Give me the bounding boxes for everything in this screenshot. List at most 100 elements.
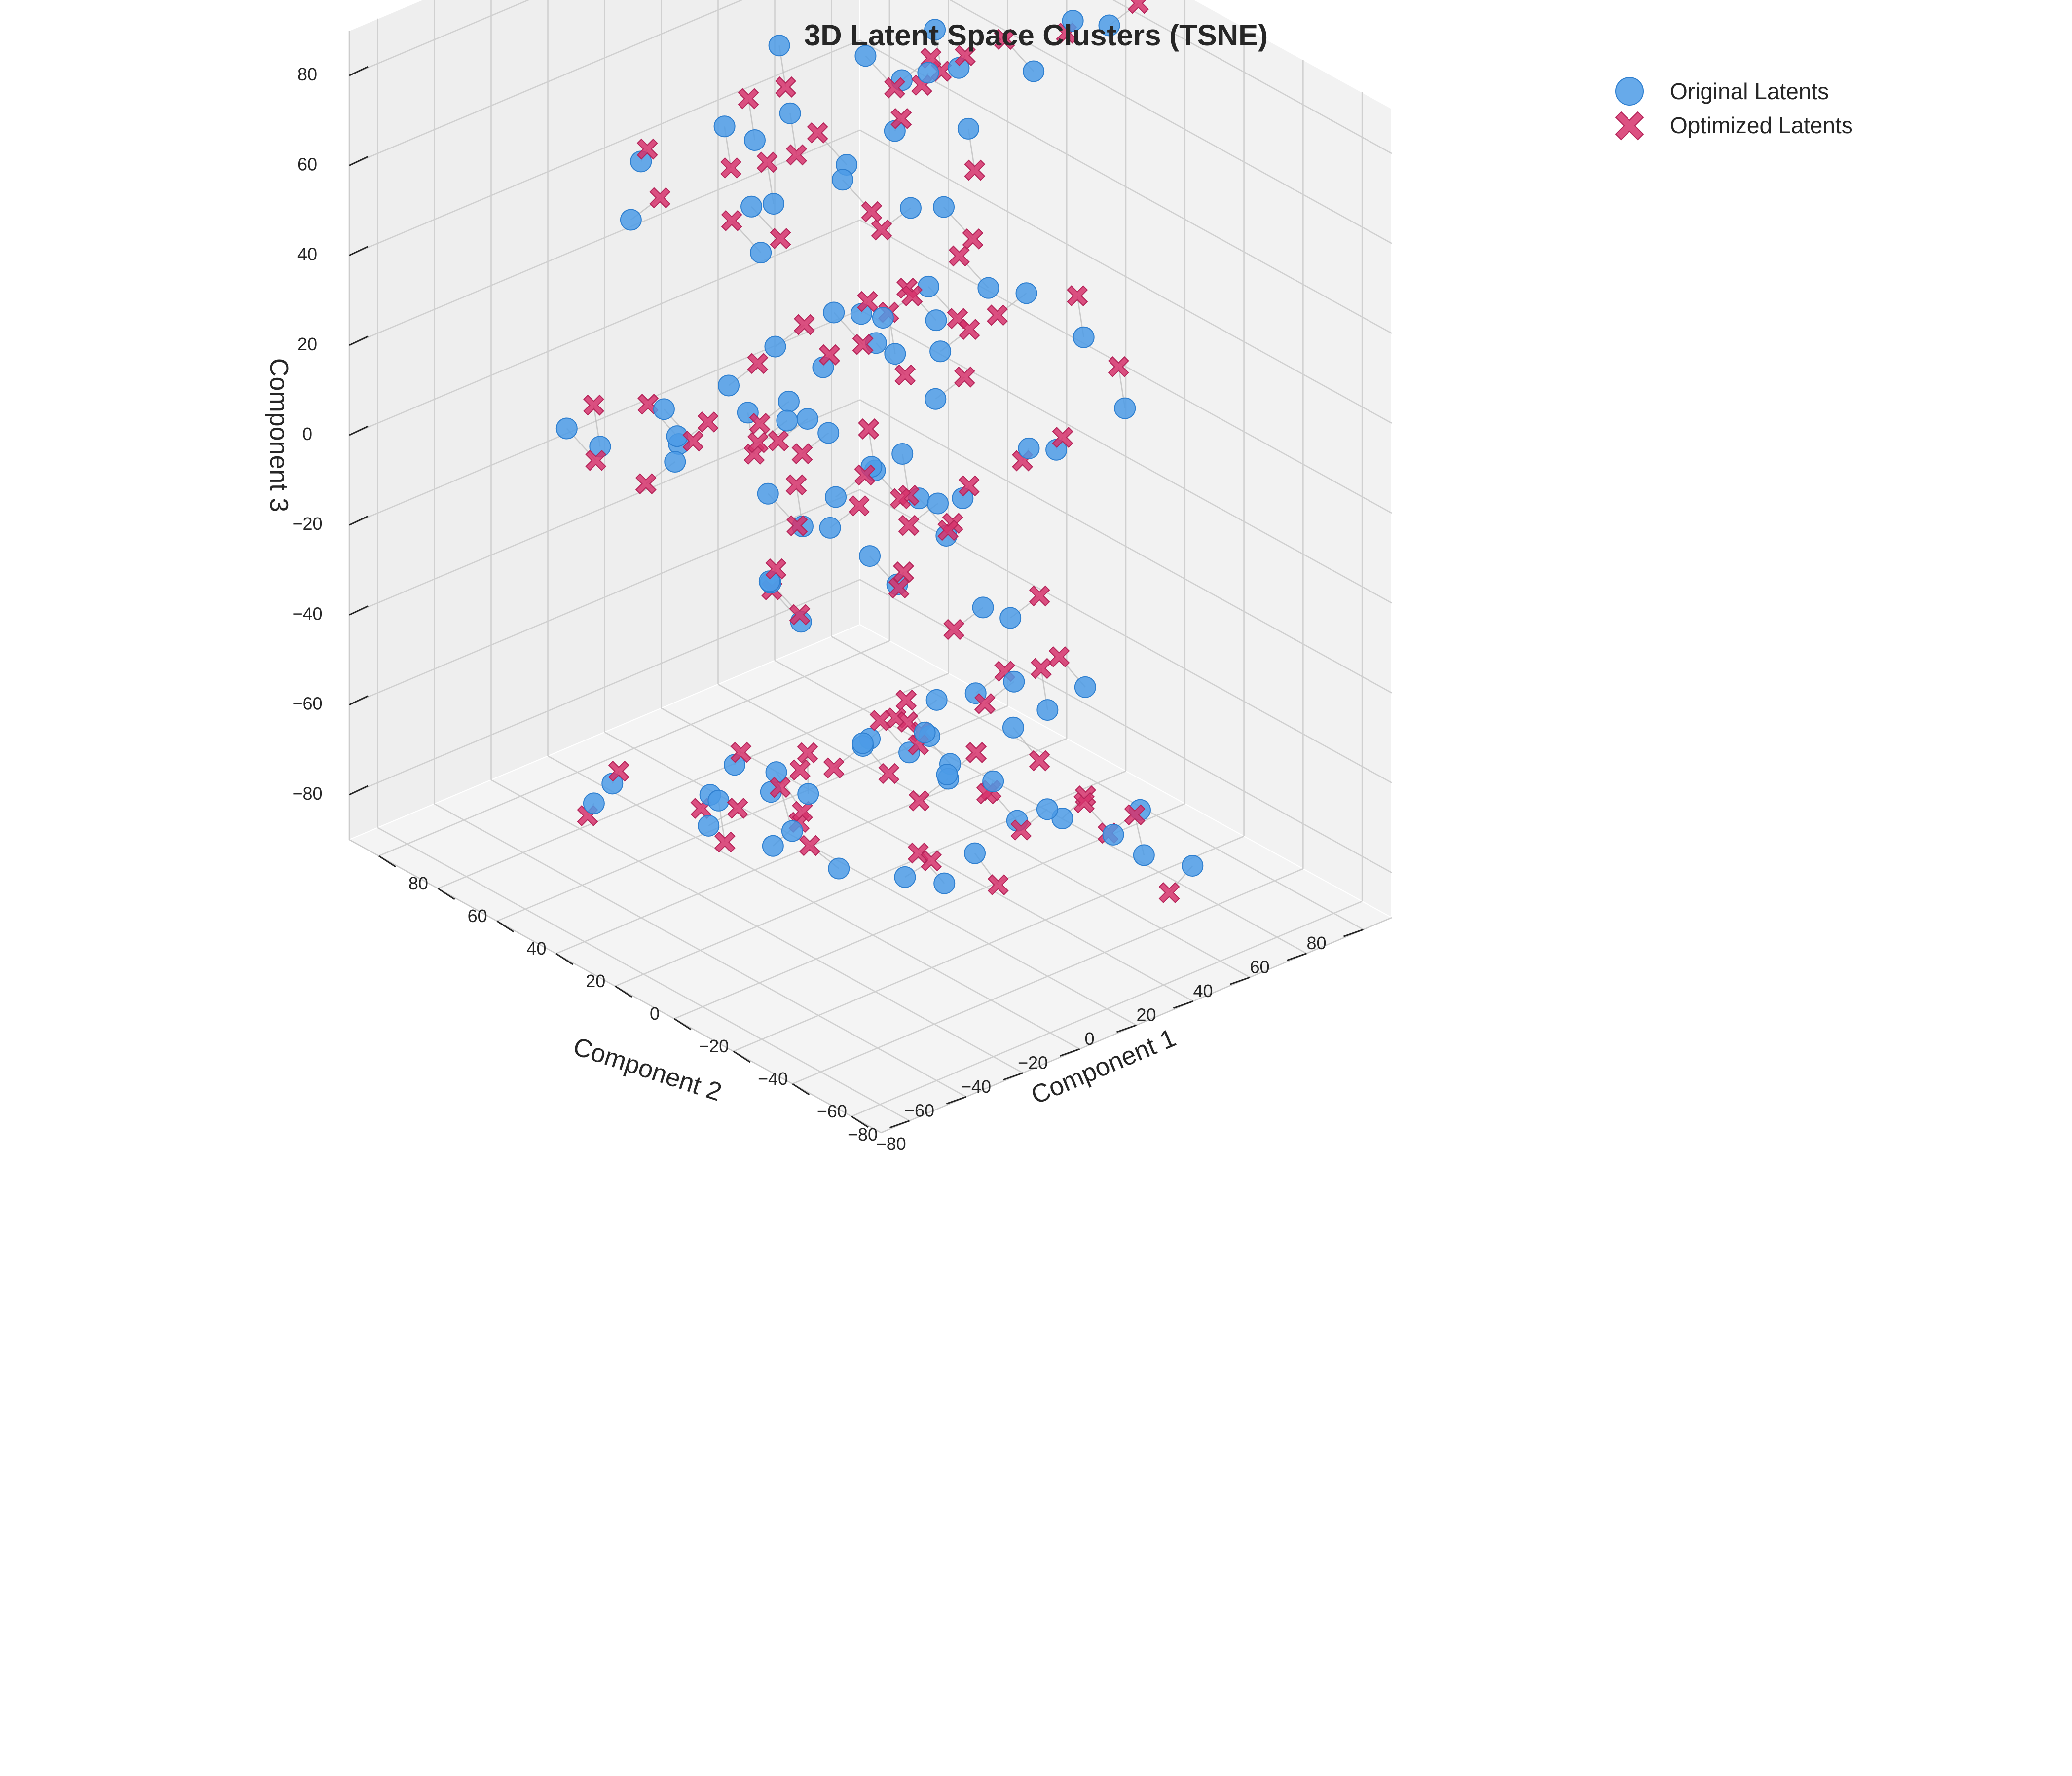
z-tick-label: −60 [292, 694, 322, 714]
z-tick-label: −80 [292, 783, 322, 804]
z-tick [349, 66, 369, 76]
optimized-latent-point [959, 319, 980, 340]
original-latent-point [854, 45, 877, 67]
optimized-latent-point [889, 488, 911, 510]
original-latent-point [872, 307, 894, 329]
original-latent-point [925, 388, 947, 410]
z-tick-label: −20 [292, 514, 322, 534]
legend-optimized-marker [1615, 111, 1644, 141]
optimized-latent-point [937, 519, 959, 541]
original-latent-point [1062, 10, 1084, 32]
optimized-latent-point [884, 77, 905, 99]
z-tick [349, 335, 369, 346]
y-tick-label: −20 [699, 1036, 729, 1056]
original-latent-point [718, 374, 740, 397]
original-latent-point [1102, 823, 1124, 846]
optimized-latent-point [799, 835, 820, 856]
x-tick-label: −40 [961, 1076, 991, 1097]
original-latent-point [776, 409, 798, 432]
optimized-latent-point [1029, 750, 1050, 772]
optimized-latent-point [1073, 792, 1095, 814]
legend-original-marker [1615, 77, 1644, 106]
optimized-latent-point [649, 187, 671, 209]
original-latent-point [764, 335, 786, 358]
original-latent-point [779, 102, 801, 124]
original-latent-point [740, 195, 763, 218]
z-tick-label: 60 [297, 154, 317, 174]
optimized-latent-point [793, 314, 815, 335]
original-latent-point [1018, 437, 1040, 459]
original-latent-point [977, 277, 999, 299]
z-tick-label: 0 [302, 424, 312, 444]
y-tick-label: 20 [586, 971, 605, 991]
legend: Original Latents Optimized Latents [1615, 77, 1853, 141]
x-tick [1060, 1048, 1080, 1057]
chart-title: 3D Latent Space Clusters (TSNE) [804, 19, 1268, 52]
optimized-latent-point [721, 210, 742, 231]
z-tick [349, 155, 369, 166]
y-tick-label: 80 [408, 873, 428, 893]
optimized-latent-point [958, 475, 980, 497]
optimized-latent-point [1108, 356, 1129, 377]
optimized-latent-point [962, 228, 984, 250]
x-tick-label: 40 [1193, 981, 1213, 1001]
optimized-latent-point [943, 619, 965, 640]
original-latent-point [894, 866, 916, 888]
optimized-latent-point [765, 558, 787, 580]
y-tick [615, 985, 632, 998]
z-tick [349, 695, 369, 706]
optimized-latent-point [770, 228, 791, 249]
optimized-latent-point [714, 831, 736, 853]
optimized-latent-point [786, 144, 807, 166]
data-points [555, 0, 1204, 903]
optimized-latent-point [893, 561, 915, 583]
original-latent-point [936, 763, 958, 785]
optimized-latent-point [823, 757, 845, 779]
optimized-latent-point [1010, 819, 1032, 841]
gridline-y-floor [378, 640, 890, 857]
original-latent-point [1133, 844, 1155, 866]
x-tick [1343, 928, 1364, 937]
z-tick [349, 605, 369, 616]
original-latent-point [823, 301, 845, 324]
z-tick [349, 246, 369, 256]
original-latent-point [781, 820, 803, 842]
y-tick-label: −40 [758, 1069, 788, 1089]
original-latent-point [914, 721, 936, 743]
optimized-latent-point [901, 285, 923, 306]
original-latent-point [713, 115, 736, 138]
original-latent-point [1015, 282, 1037, 304]
x-tick-label: 60 [1250, 957, 1269, 977]
y-tick [733, 1050, 751, 1063]
original-latent-point [851, 732, 874, 754]
optimized-latent-point [720, 157, 741, 179]
original-latent-point [743, 129, 766, 151]
optimized-latent-point [964, 159, 986, 181]
original-latent-point [859, 545, 881, 567]
optimized-latent-point [791, 443, 813, 465]
optimized-latent-point [888, 577, 910, 599]
optimized-latent-point [987, 874, 1009, 895]
original-latent-point [763, 193, 785, 215]
original-latent-point [583, 792, 605, 814]
original-latent-point [982, 770, 1004, 792]
x-tick [1003, 1072, 1023, 1081]
optimized-latent-point [1127, 0, 1149, 14]
optimized-latent-point [994, 29, 1015, 50]
optimized-latent-point [635, 473, 657, 495]
z-tick-label: −40 [292, 603, 322, 624]
original-latent-point [929, 340, 952, 363]
optimized-latent-point [768, 430, 789, 451]
original-latent-point [555, 417, 578, 440]
y-tick-label: −80 [876, 1134, 906, 1154]
x-tick [889, 1120, 910, 1129]
optimized-latent-point [608, 760, 629, 782]
optimized-latent-point [954, 366, 975, 388]
optimized-latent-point [954, 45, 976, 66]
optimized-latent-point [890, 108, 912, 129]
original-latent-point [933, 872, 956, 894]
optimized-latent-point [697, 411, 719, 433]
z-tick-label: 40 [297, 244, 317, 264]
optimized-latent-point [747, 353, 769, 374]
